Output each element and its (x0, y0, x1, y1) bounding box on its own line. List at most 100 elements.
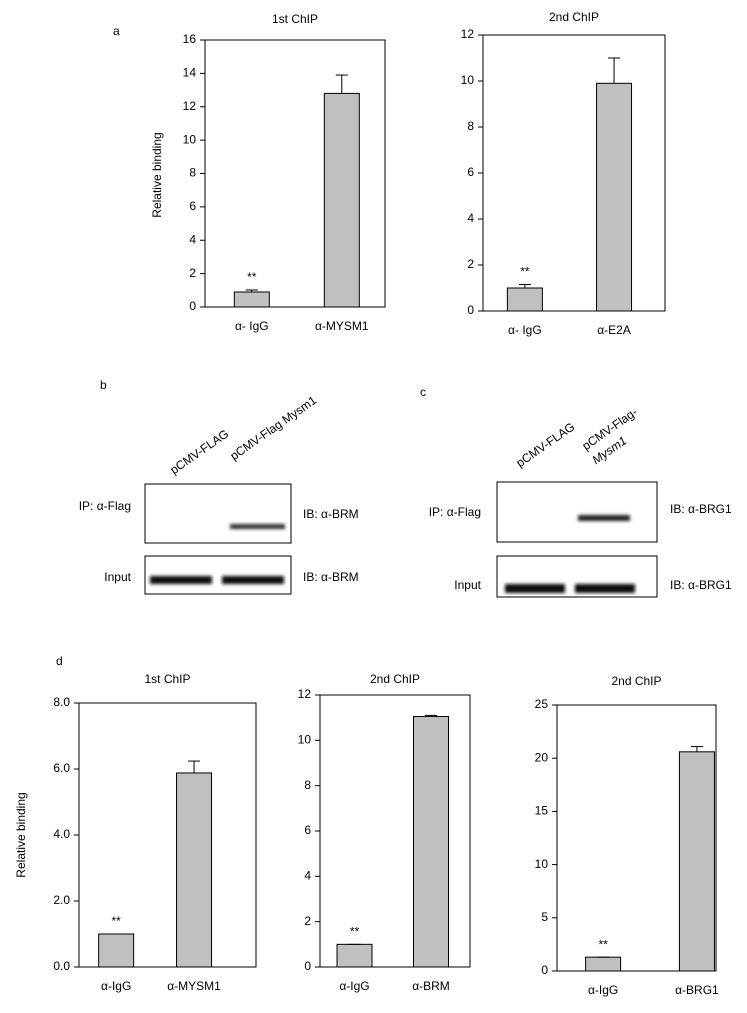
chart-title: 2nd ChIP (611, 674, 661, 688)
plot-frame (556, 704, 717, 972)
y-tick-label: 14 (183, 66, 197, 80)
bar (585, 956, 622, 972)
lane-label: pCMV-FLAG (514, 420, 578, 470)
y-tick-label: 2 (304, 914, 311, 928)
x-tick-label: α-IgG (101, 979, 131, 993)
y-tick-label: 2 (189, 266, 196, 280)
y-tick-label: 4 (304, 869, 311, 883)
x-tick-label: α-BRM (412, 979, 450, 993)
lane-label: pCMV-Flag Mysm1 (228, 393, 320, 463)
bar (413, 716, 449, 968)
y-tick-label: 10 (298, 733, 312, 747)
row-label: Input (104, 570, 131, 584)
row-label: IP: α-Flag (429, 505, 481, 519)
annotation: ** (247, 270, 257, 284)
blot-band (230, 524, 285, 529)
error-bar (245, 289, 258, 292)
y-tick-label: 12 (298, 687, 312, 701)
error-bar (690, 745, 703, 752)
y-tick-label: 10 (535, 857, 549, 871)
x-tick-label: α- IgG (235, 319, 269, 333)
chart-title: 2nd ChIP (549, 10, 599, 24)
row-label: IP: α-Flag (79, 499, 131, 513)
y-tick-label: 8 (189, 166, 196, 180)
blot-band (222, 576, 284, 584)
y-tick-label: 8 (304, 778, 311, 792)
plot-frame (482, 34, 666, 312)
y-tick-label: 0 (467, 303, 474, 317)
error-bar (425, 714, 437, 717)
y-tick-label: 6 (189, 199, 196, 213)
y-tick-label: 16 (183, 32, 197, 46)
y-tick-label: 0 (541, 963, 548, 977)
y-tick-label: 12 (461, 27, 475, 41)
y-tick-label: 4.0 (53, 827, 70, 841)
x-tick-label: α-BRG1 (675, 983, 719, 997)
blot-band (505, 584, 565, 593)
y-tick-label: 12 (183, 99, 197, 113)
x-tick-label: α-E2A (597, 323, 631, 337)
lane-label: pCMV-FLAG (168, 427, 232, 477)
y-tick-label: 8 (467, 119, 474, 133)
x-tick-label: α- IgG (508, 323, 542, 337)
y-tick-label: 20 (535, 750, 549, 764)
blot-band (150, 576, 212, 584)
x-tick-label: α-MYSM1 (167, 979, 221, 993)
blot-frame (144, 555, 292, 595)
x-tick-label: α-IgG (588, 983, 618, 997)
error-bar (608, 57, 621, 84)
error-bar (188, 760, 201, 773)
y-tick-label: 10 (461, 73, 475, 87)
y-axis-label: Relative binding (150, 132, 164, 217)
annotation: ** (350, 925, 360, 939)
y-tick-label: 0.0 (53, 959, 70, 973)
y-tick-label: 2 (467, 257, 474, 271)
y-tick-label: 8.0 (53, 695, 70, 709)
bar (506, 287, 543, 312)
blot-band (578, 515, 630, 521)
chart-title: 1st ChIP (144, 672, 190, 686)
ib-label: IB: α-BRG1 (670, 578, 732, 592)
bar (596, 82, 633, 312)
y-tick-label: 2.0 (53, 893, 70, 907)
bar (176, 772, 213, 968)
y-tick-label: 6 (467, 165, 474, 179)
y-tick-label: 4 (467, 211, 474, 225)
ib-label: IB: α-BRM (303, 570, 359, 584)
panel-label: a (113, 24, 120, 38)
bar (233, 291, 270, 308)
blot-frame (496, 481, 658, 543)
y-tick-label: 6 (304, 823, 311, 837)
y-tick-label: 4 (189, 232, 196, 246)
blot-frame (144, 483, 292, 544)
row-label: Input (454, 578, 481, 592)
x-tick-label: α-IgG (339, 979, 369, 993)
ib-label: IB: α-BRG1 (670, 502, 732, 516)
y-tick-label: 6.0 (53, 761, 70, 775)
error-bar (518, 284, 531, 288)
blot-band (575, 584, 635, 593)
y-tick-label: 10 (183, 132, 197, 146)
chart-title: 1st ChIP (272, 12, 318, 26)
y-tick-label: 0 (304, 959, 311, 973)
panel-label: d (56, 654, 63, 668)
annotation: ** (598, 937, 608, 951)
x-tick-label: α-MYSM1 (315, 319, 369, 333)
bar (98, 933, 135, 968)
bar (323, 92, 360, 308)
blot-frame (496, 555, 658, 598)
bar (336, 943, 373, 968)
y-tick-label: 15 (535, 804, 549, 818)
panel-label: b (100, 378, 107, 392)
panel-label: c (420, 385, 426, 399)
y-axis-label: Relative binding (14, 792, 28, 877)
error-bar (335, 74, 348, 94)
chart-title: 2nd ChIP (370, 672, 420, 686)
ib-label: IB: α-BRM (303, 507, 359, 521)
annotation: ** (111, 914, 121, 928)
annotation: ** (520, 265, 530, 279)
y-tick-label: 25 (535, 697, 549, 711)
y-tick-label: 0 (189, 299, 196, 313)
bar (678, 751, 715, 972)
